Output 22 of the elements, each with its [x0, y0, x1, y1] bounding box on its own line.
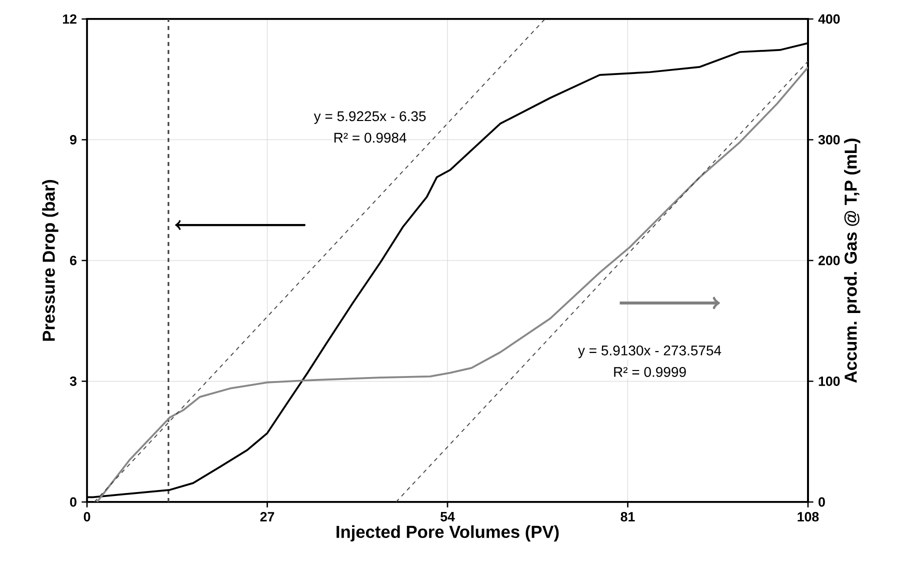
annotation: R² = 0.9999: [614, 367, 686, 377]
y2-tick-label: 400: [818, 14, 840, 24]
y2-tick-label: 0: [818, 497, 825, 507]
y-tick-label: 0: [70, 497, 76, 507]
y2-axis-title: Accum. prod. Gas @ T,P (mL): [844, 138, 860, 383]
y-tick-label: 3: [70, 376, 76, 386]
x-tick-label: 0: [84, 512, 90, 522]
annotation: R² = 0.9984: [334, 132, 406, 143]
annotation: y = 5.9130x - 273.5754: [578, 346, 722, 358]
y-tick-label: 12: [62, 14, 76, 24]
x-tick-label: 81: [620, 512, 635, 522]
y2-tick-label: 200: [818, 256, 840, 266]
x-tick-label: 27: [260, 512, 274, 522]
x-tick-label: 108: [798, 512, 819, 522]
y2-tick-label: 100: [818, 376, 840, 386]
y-tick-label: 6: [70, 256, 76, 266]
y-axis-title: Pressure Drop (bar): [42, 180, 58, 341]
y-tick-label: 9: [70, 135, 76, 144]
y2-tick-label: 300: [818, 135, 840, 144]
x-tick-label: 54: [440, 512, 455, 522]
x-axis-title: Injected Pore Volumes (PV): [336, 525, 559, 542]
annotation: y = 5.9225x - 6.35: [314, 111, 426, 124]
